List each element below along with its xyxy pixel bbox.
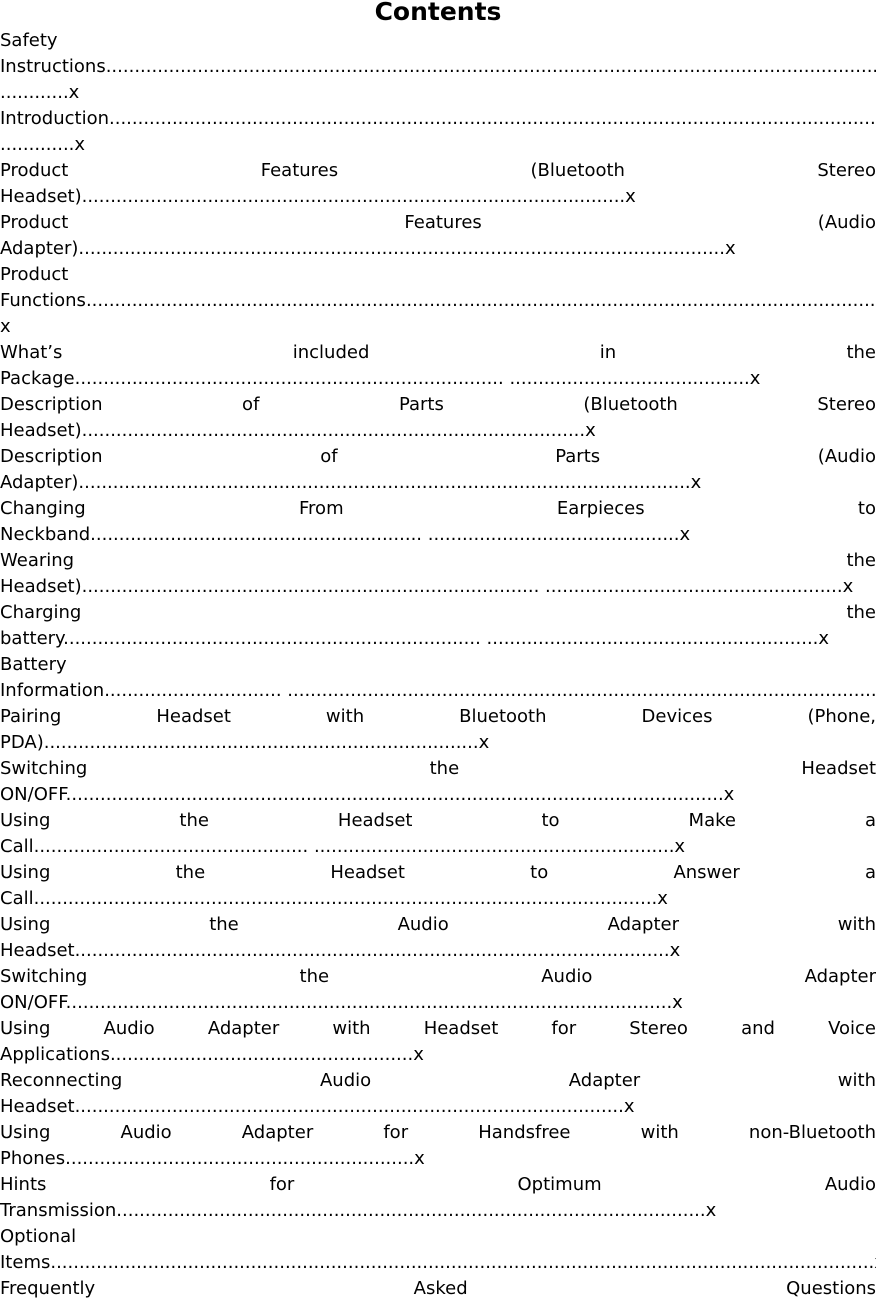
toc-line: Adapter)................................…: [0, 472, 702, 493]
toc-line: Product Features (Bluetooth Stereo: [0, 160, 876, 181]
toc-line: Introduction............................…: [0, 108, 876, 129]
toc-line: Pairing Headset with Bluetooth Devices (…: [0, 706, 876, 727]
toc-line: PDA)....................................…: [0, 732, 490, 753]
toc-entry: Introduction............................…: [0, 104, 876, 156]
toc-line: Using the Audio Adapter with: [0, 914, 876, 935]
toc-line: Transmission............................…: [0, 1200, 717, 1221]
toc-entry: Hints for Optimum Audio Transmission.....…: [0, 1170, 876, 1222]
toc-line: Instructions............................…: [0, 56, 876, 77]
toc-line: Package.................................…: [0, 368, 761, 389]
toc-entry: Using the Audio Adapter with Headset.....…: [0, 910, 876, 962]
toc-line: Information.............................…: [0, 680, 876, 701]
toc-line: ON/OFF..................................…: [0, 784, 735, 805]
toc-entry: Description of Parts (Audio Adapter).....…: [0, 442, 876, 494]
toc-line: .............x: [0, 134, 86, 155]
toc-entry: Using Audio Adapter for Handsfree with n…: [0, 1118, 876, 1170]
toc-entry: Optional Items...........................…: [0, 1222, 876, 1274]
title: Contents: [374, 0, 502, 26]
toc-line: Safety: [0, 30, 58, 51]
toc-line: Hints for Optimum Audio: [0, 1174, 876, 1195]
toc-line: Headset)................................…: [0, 186, 636, 207]
toc-line: ON/OFF..................................…: [0, 992, 683, 1013]
toc-entry: Changing From Earpieces to Neckband......…: [0, 494, 876, 546]
toc-entry: What’s included in the Package...........…: [0, 338, 876, 390]
toc-line: Items...................................…: [0, 1252, 876, 1273]
toc-line: Phones..................................…: [0, 1148, 425, 1169]
toc-entry: Product Features (Bluetooth Stereo Headse…: [0, 156, 876, 208]
toc-line: Switching the Headset: [0, 758, 876, 779]
toc-entry: Using the Headset to Make a Call.........…: [0, 806, 876, 858]
toc-entry: Charging the battery.....................…: [0, 598, 876, 650]
toc-line: Applications............................…: [0, 1044, 424, 1065]
toc-line: Description of Parts (Bluetooth Stereo: [0, 394, 876, 415]
toc-line: Call....................................…: [0, 836, 686, 857]
toc-entry: Using the Headset to Answer a Call.......…: [0, 858, 876, 910]
toc-line: Headset)................................…: [0, 420, 596, 441]
toc-line: Functions...............................…: [0, 290, 876, 311]
toc-line: Changing From Earpieces to: [0, 498, 876, 519]
toc-line: Adapter)................................…: [0, 238, 736, 259]
toc-entry: Wearing the Headset).....................…: [0, 546, 876, 598]
toc-entry: Using Audio Adapter with Headset for Ste…: [0, 1014, 876, 1066]
toc-line: Frequently Asked Questions: [0, 1278, 876, 1299]
toc-line: Headset)................................…: [0, 576, 854, 597]
toc-line: Product: [0, 264, 69, 285]
toc-line: Using Audio Adapter for Handsfree with n…: [0, 1122, 876, 1143]
toc-entry: Product Functions........................…: [0, 260, 876, 338]
toc-line: Switching the Audio Adapter: [0, 966, 876, 987]
toc-line: Using Audio Adapter with Headset for Ste…: [0, 1018, 876, 1039]
toc-line: ............x: [0, 82, 80, 103]
toc-line: Description of Parts (Audio: [0, 446, 876, 467]
toc-line: Call....................................…: [0, 888, 668, 909]
toc-line: x: [0, 316, 11, 337]
toc-line: Battery: [0, 654, 67, 675]
toc-line: Headset.................................…: [0, 940, 681, 961]
toc-line: What’s included in the: [0, 342, 876, 363]
toc-line: Wearing the: [0, 550, 876, 571]
toc-entry: Safety Instructions......................…: [0, 26, 876, 104]
toc-entry: Switching the Audio Adapter ON/OFF.......…: [0, 962, 876, 1014]
toc-line: battery.................................…: [0, 628, 830, 649]
toc-line: Neckband................................…: [0, 524, 691, 545]
toc-entry: Switching the Headset ON/OFF.............…: [0, 754, 876, 806]
toc-line: Product Features (Audio: [0, 212, 876, 233]
toc-entry: Reconnecting Audio Adapter with Headset..…: [0, 1066, 876, 1118]
toc-entry: Product Features (Audio Adapter).........…: [0, 208, 876, 260]
toc-entry: Frequently Asked Questions: [0, 1274, 876, 1300]
toc-line: Headset.................................…: [0, 1096, 635, 1117]
toc-entry: Pairing Headset with Bluetooth Devices (…: [0, 702, 876, 754]
toc-line: Reconnecting Audio Adapter with: [0, 1070, 876, 1091]
toc-line: Charging the: [0, 602, 876, 623]
toc-line: Using the Headset to Answer a: [0, 862, 876, 883]
toc-line: Optional: [0, 1226, 77, 1247]
table-of-contents: Safety Instructions......................…: [0, 26, 876, 1300]
toc-entry: Battery Information......................…: [0, 650, 876, 702]
toc-entry: Description of Parts (Bluetooth Stereo He…: [0, 390, 876, 442]
toc-line: Using the Headset to Make a: [0, 810, 876, 831]
